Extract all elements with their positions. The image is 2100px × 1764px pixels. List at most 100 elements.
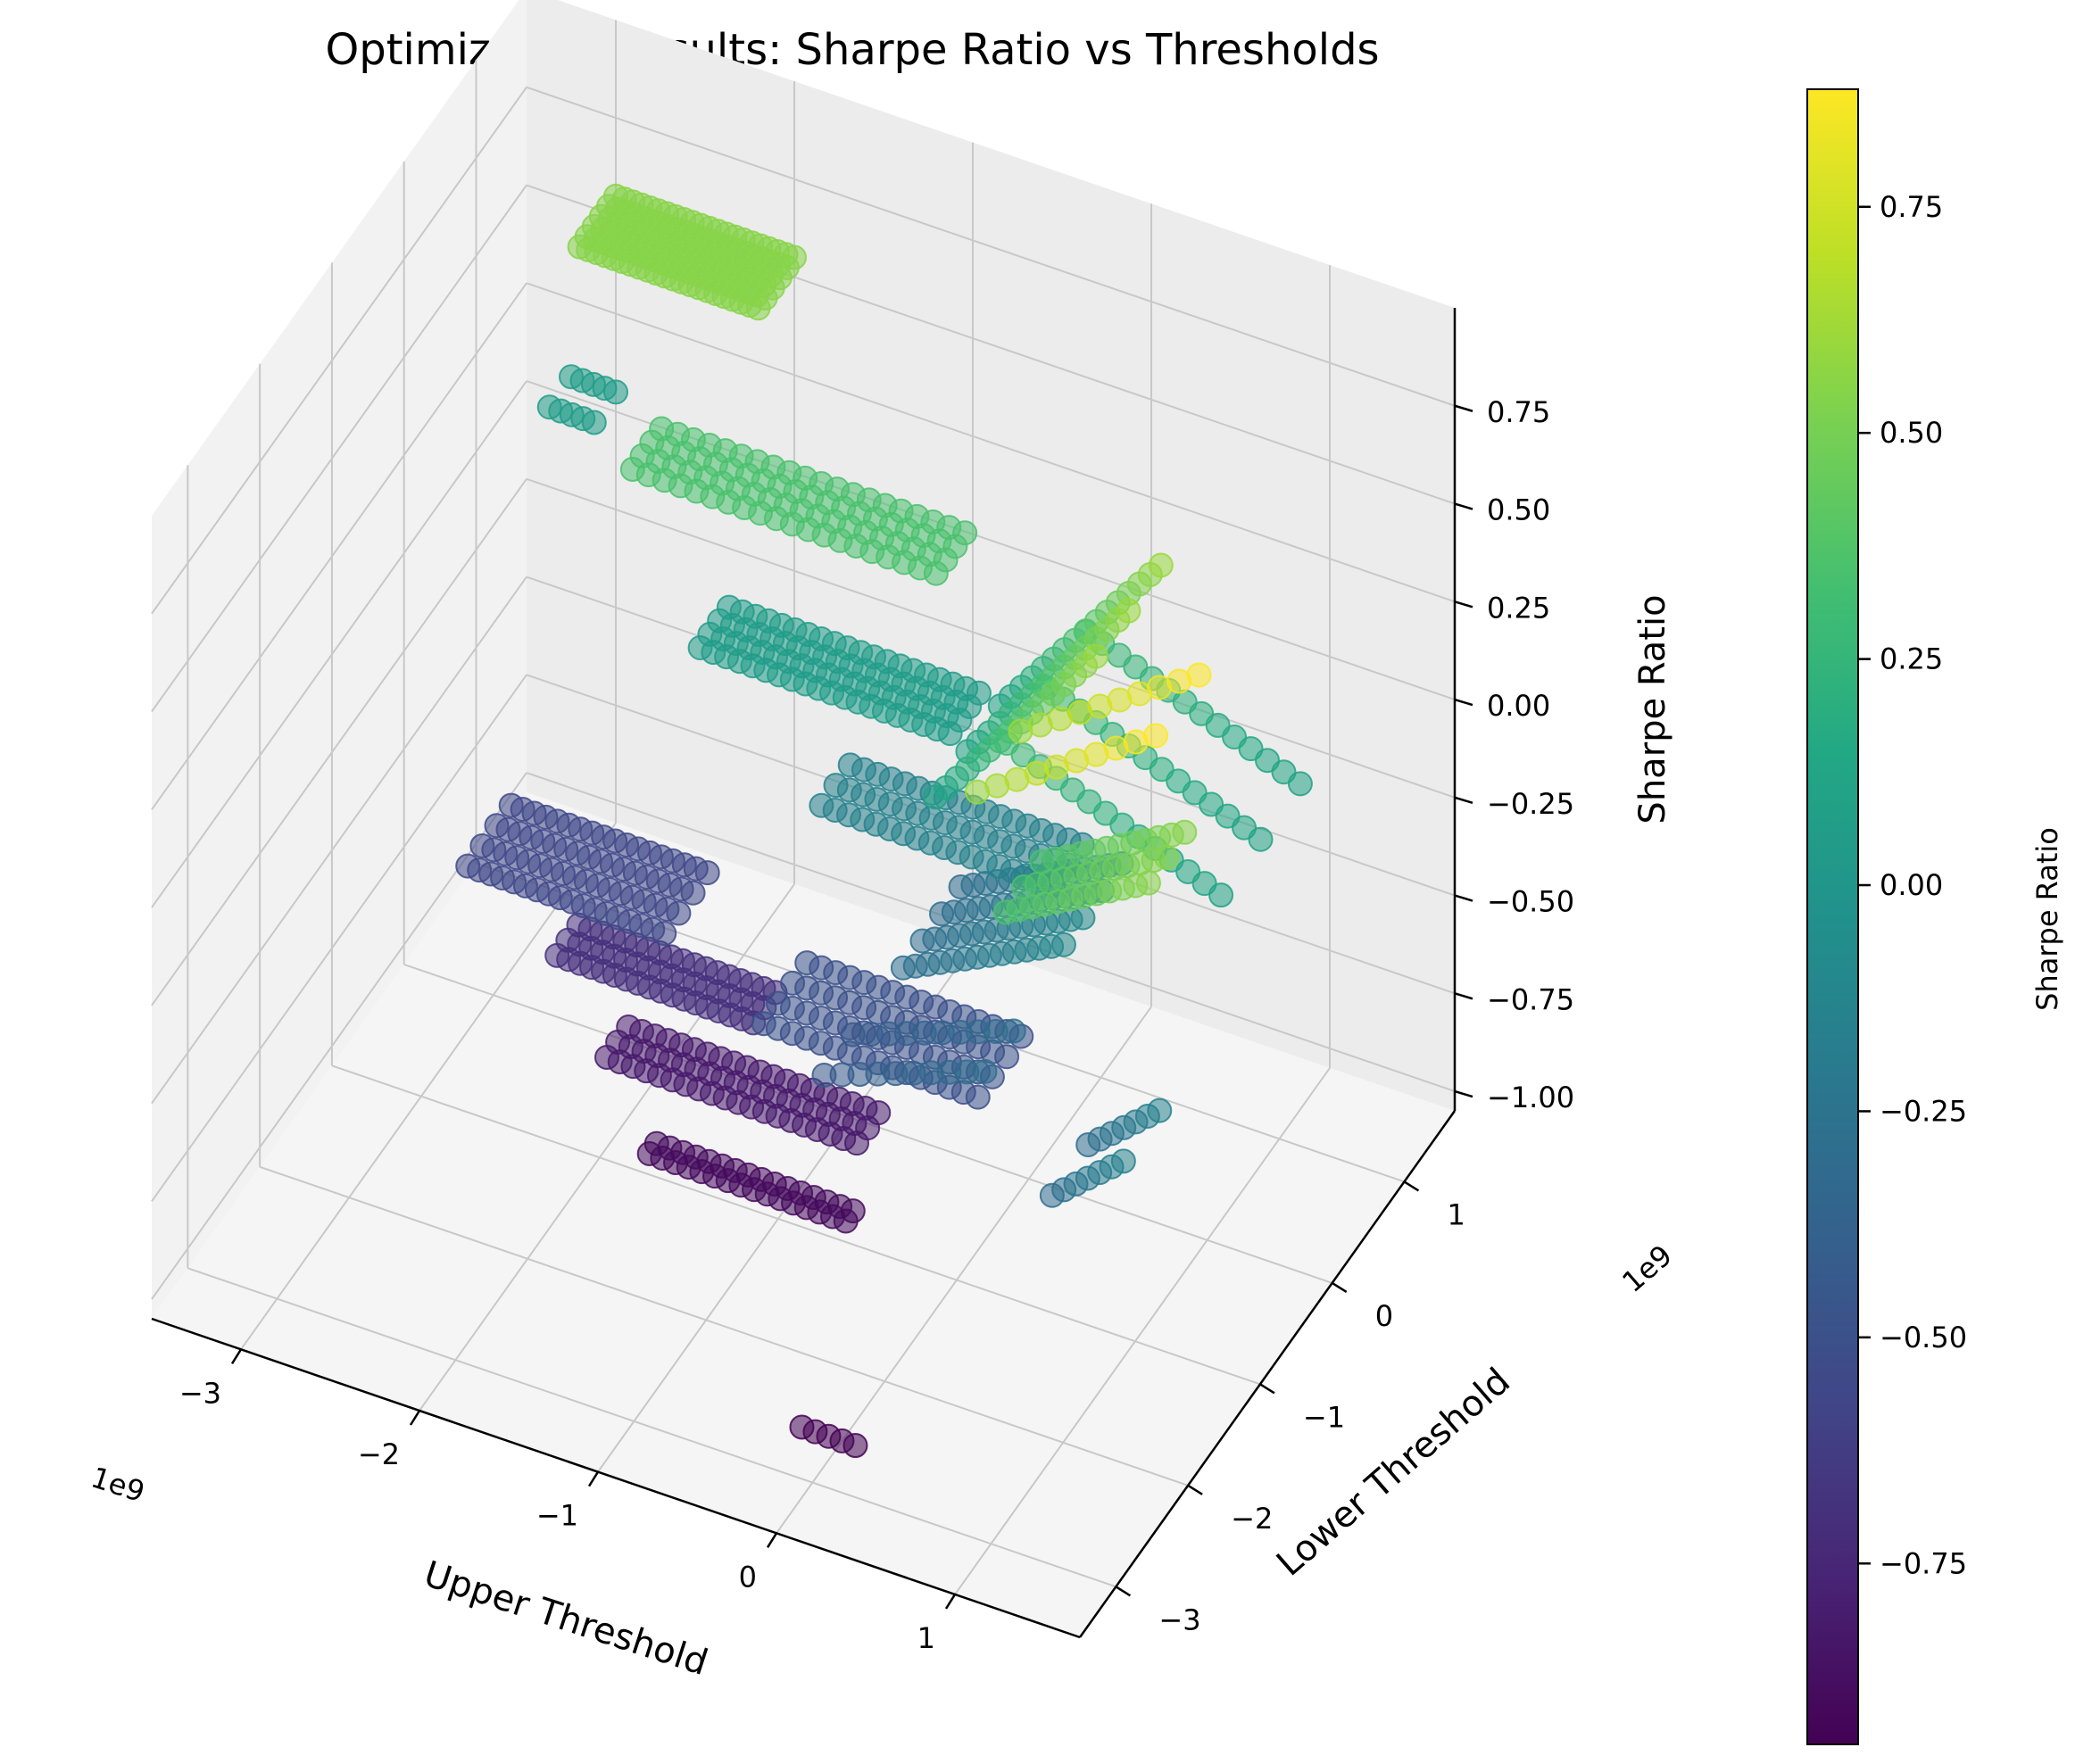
y-tick-label: −2 [1231,1502,1273,1536]
axis-lines [151,308,1457,1639]
scatter-point [680,880,706,906]
z-tick-label: −0.50 [1487,885,1574,919]
grid-floor-x [240,822,617,1350]
y-tick-mark [1187,1484,1203,1495]
z-tick-label: 0.25 [1487,591,1550,625]
scatter-points [455,183,1313,1459]
scatter-point [833,1208,859,1234]
y-tick-label: 1 [1447,1197,1465,1231]
z-tick-mark [1454,894,1473,902]
scatter-point [844,1130,869,1156]
grid-left-z [151,674,527,1202]
x-offset-label: 1e9 [87,1460,149,1509]
scatter-point [1287,771,1313,797]
z-tick-label: 0.75 [1487,395,1550,429]
grid-floor-y [331,1064,1261,1386]
grid-left-z [151,380,527,908]
y-tick-mark [1403,1180,1420,1192]
grid-back-z [526,477,1456,799]
scatter-point [1186,662,1212,688]
colorbar-tick-label: −0.25 [1880,1094,1967,1128]
scatter-point [972,1058,998,1084]
colorbar-tick-label: −0.50 [1880,1321,1967,1354]
x-tick-label: −3 [179,1376,221,1410]
scatter-point [1135,870,1161,896]
y-axis-label: Lower Threshold [1269,1361,1518,1585]
scatter-point [1148,552,1174,578]
axes-panes [152,0,1455,1637]
x-tick-label: −1 [536,1499,578,1533]
grid-left-z [151,87,527,615]
scatter-point [923,560,949,586]
colorbar-tick-label: 0.50 [1880,416,1943,450]
grid-floor-y [259,1165,1189,1487]
colorbar-tick-label: −0.75 [1880,1546,1967,1580]
z-tick-mark [1454,992,1473,1000]
scatter-point [1000,1018,1026,1044]
grid-left-z [151,184,527,713]
x-tick-label: −2 [358,1437,400,1471]
grid-left-z [151,576,527,1105]
z-tick-label: 0.50 [1487,493,1550,527]
x-tick-mark [766,1532,778,1548]
grid-left-z [151,478,527,1006]
z-tick-label: −1.00 [1487,1081,1574,1114]
grid-floor-y [187,1267,1116,1588]
colorbar-ticks: −0.75 −0.50 −0.25 0.00 0.25 0.50 0.75 [1858,190,1967,1580]
z-tick-mark [1454,1089,1473,1098]
y-axis-line [1078,1110,1457,1638]
colorbar-label: Sharpe Ratio [2030,827,2064,1011]
scatter-point [842,1433,868,1459]
scatter-point [745,295,771,321]
scatter-point [581,410,607,435]
z-tick-mark [1454,502,1473,510]
colorbar-gradient [1806,88,1859,1745]
scatter-point [965,1084,991,1110]
scatter-point [1172,819,1198,845]
z-tick-label: 0.00 [1487,689,1550,723]
scatter-point [1208,882,1234,908]
scatter-point [994,1044,1020,1070]
scatter-point [666,900,692,926]
scatter-point [603,379,628,405]
scatter-point [694,860,720,886]
x-axis-label: Upper Threshold [419,1553,713,1684]
scatter-point [937,721,963,747]
grid-back-z [526,86,1456,407]
colorbar-tick-label: 0.00 [1880,868,1943,902]
x-tick-label: 1 [917,1621,935,1655]
z-tick-mark [1454,600,1473,609]
tick-labels: −3 −2 −1 0 1 −3 −2 −1 0 1 −1.00 −0.75 −0.50 −0.25 0.00… [179,395,1574,1655]
left-pane [152,0,527,1319]
x-tick-label: 0 [739,1560,757,1594]
y-tick-mark [1259,1383,1275,1395]
z-tick-mark [1454,796,1473,804]
scatter-point [1248,826,1274,852]
scatter-point [1050,932,1076,957]
colorbar: −0.75 −0.50 −0.25 0.00 0.25 0.50 0.75 Sharpe R… [1806,88,2064,1745]
z-tick-mark [1454,698,1473,707]
y-tick-label: 0 [1375,1299,1393,1333]
scatter-point [1147,1097,1173,1123]
colorbar-tick-label: 0.25 [1880,642,1943,676]
y-tick-label: −3 [1158,1603,1200,1636]
y-offset-label: 1e9 [1615,1238,1679,1299]
grid-left-z [151,282,527,810]
z-axis-label: Sharpe Ratio [1632,594,1673,824]
x-tick-mark [230,1348,243,1364]
grid-floor-x [954,1067,1331,1595]
y-tick-mark [1332,1281,1348,1293]
y-tick-mark [1115,1586,1132,1597]
scatter-point [1083,643,1109,669]
scatter-point [1154,845,1180,871]
x-tick-mark [587,1470,600,1487]
scatter-point [652,921,677,947]
grid-back-z [526,282,1456,603]
scatter-point [1116,598,1141,624]
z-tick-label: −0.25 [1487,787,1574,821]
x-axis-line [151,1317,1081,1639]
scatter-point [1110,1148,1136,1174]
z-tick-label: −0.75 [1487,982,1574,1016]
colorbar-tick-label: 0.75 [1880,190,1943,224]
